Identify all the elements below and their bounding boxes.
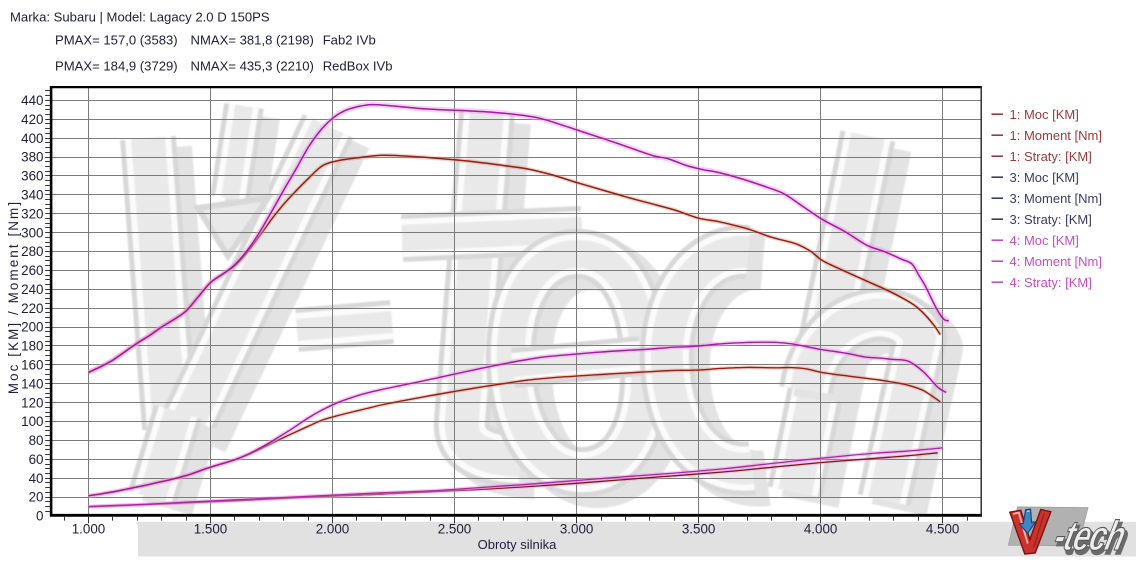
svg-text:380: 380 <box>21 150 43 165</box>
svg-text:Moc [KM] / Moment [Nm]: Moc [KM] / Moment [Nm] <box>6 200 21 394</box>
svg-text:1.000: 1.000 <box>72 521 106 536</box>
svg-text:140: 140 <box>21 376 43 391</box>
svg-text:-tech: -tech <box>1050 512 1130 559</box>
svg-text:360: 360 <box>21 169 43 184</box>
svg-text:180: 180 <box>21 339 43 354</box>
svg-text:1: Moc [KM]: 1: Moc [KM] <box>1010 107 1079 122</box>
svg-text:3: Moc [KM]: 3: Moc [KM] <box>1010 170 1079 185</box>
svg-text:320: 320 <box>21 206 43 221</box>
svg-text:3.500: 3.500 <box>682 521 716 536</box>
svg-text:4: Moc [KM]: 4: Moc [KM] <box>1010 233 1079 248</box>
svg-text:Fab2 IVb: Fab2 IVb <box>323 33 376 48</box>
svg-text:Obroty silnika: Obroty silnika <box>478 537 558 552</box>
svg-text:3: Straty: [KM]: 3: Straty: [KM] <box>1010 212 1092 227</box>
svg-text:1.500: 1.500 <box>194 521 228 536</box>
svg-text:260: 260 <box>21 263 43 278</box>
svg-text:-tech: -tech <box>1052 515 1132 562</box>
svg-text:1: Straty: [KM]: 1: Straty: [KM] <box>1010 149 1092 164</box>
svg-text:4.500: 4.500 <box>926 521 960 536</box>
svg-text:80: 80 <box>29 433 44 448</box>
svg-text:120: 120 <box>21 395 43 410</box>
svg-text:160: 160 <box>21 358 43 373</box>
svg-text:100: 100 <box>21 414 43 429</box>
svg-text:2.500: 2.500 <box>438 521 472 536</box>
svg-text:3.000: 3.000 <box>560 521 594 536</box>
svg-text:40: 40 <box>29 471 44 486</box>
svg-text:20: 20 <box>29 490 44 505</box>
svg-text:60: 60 <box>29 452 44 467</box>
svg-text:4: Straty: [KM]: 4: Straty: [KM] <box>1010 275 1092 290</box>
svg-text:Marka: Subaru | Model: Lagacy: Marka: Subaru | Model: Lagacy 2.0 D 150P… <box>10 9 270 24</box>
svg-text:PMAX= 157,0 (3583): PMAX= 157,0 (3583) <box>55 33 178 48</box>
svg-text:0: 0 <box>36 509 43 524</box>
svg-text:280: 280 <box>21 244 43 259</box>
svg-text:340: 340 <box>21 188 43 203</box>
svg-text:NMAX= 381,8 (2198): NMAX= 381,8 (2198) <box>191 33 314 48</box>
svg-text:240: 240 <box>21 282 43 297</box>
svg-text:4.000: 4.000 <box>804 521 838 536</box>
svg-text:4: Moment [Nm]: 4: Moment [Nm] <box>1010 254 1102 269</box>
svg-text:420: 420 <box>21 112 43 127</box>
svg-text:400: 400 <box>21 131 43 146</box>
svg-text:NMAX= 435,3 (2210): NMAX= 435,3 (2210) <box>191 58 314 73</box>
svg-text:220: 220 <box>21 301 43 316</box>
svg-text:2.000: 2.000 <box>316 521 350 536</box>
svg-text:3: Moment [Nm]: 3: Moment [Nm] <box>1010 191 1102 206</box>
svg-text:300: 300 <box>21 225 43 240</box>
svg-text:1: Moment [Nm]: 1: Moment [Nm] <box>1010 128 1102 143</box>
svg-text:RedBox IVb: RedBox IVb <box>323 58 393 73</box>
svg-text:200: 200 <box>21 320 43 335</box>
svg-text:440: 440 <box>21 93 43 108</box>
svg-text:PMAX= 184,9 (3729): PMAX= 184,9 (3729) <box>55 58 178 73</box>
